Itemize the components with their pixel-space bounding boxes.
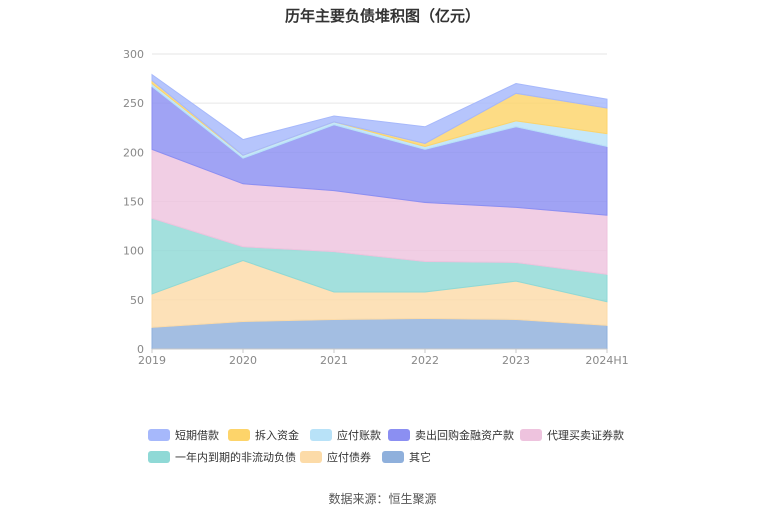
x-tick-label: 2021	[320, 354, 348, 367]
legend-item[interactable]: 应付账款	[310, 427, 381, 443]
y-tick-label: 150	[123, 196, 144, 209]
x-tick-label: 2022	[411, 354, 439, 367]
legend-label: 卖出回购金融资产款	[415, 429, 514, 442]
legend-item[interactable]: 代理买卖证券款	[520, 427, 624, 443]
legend-swatch	[310, 429, 332, 441]
x-tick-label: 2019	[138, 354, 166, 367]
legend-label: 应付账款	[337, 429, 381, 442]
legend-item[interactable]: 其它	[382, 449, 431, 465]
chart-title: 历年主要负债堆积图（亿元）	[284, 7, 480, 25]
y-tick-label: 200	[123, 146, 144, 159]
y-tick-label: 300	[123, 48, 144, 61]
axes: 0 50 100 150 200 250 300 2019 2020 2021 2022 2023 20…	[123, 48, 629, 367]
legend-swatch	[228, 429, 250, 441]
y-tick-label: 250	[123, 97, 144, 110]
legend-swatch	[388, 429, 410, 441]
legend-swatch	[148, 451, 170, 463]
legend-item[interactable]: 拆入资金	[228, 427, 299, 443]
legend-swatch	[382, 451, 404, 463]
legend-item[interactable]: 一年内到期的非流动负债	[148, 449, 296, 465]
x-tick-label: 2020	[229, 354, 257, 367]
y-tick-label: 100	[123, 245, 144, 258]
y-tick-label: 50	[130, 294, 144, 307]
x-tick-label: 2024H1	[585, 354, 628, 367]
legend-swatch	[148, 429, 170, 441]
legend-item[interactable]: 应付债券	[300, 449, 371, 465]
legend-item[interactable]: 卖出回购金融资产款	[388, 427, 514, 443]
y-tick-label: 0	[137, 343, 144, 356]
legend-label: 一年内到期的非流动负债	[175, 451, 296, 464]
legend-label: 短期借款	[175, 429, 219, 442]
data-source-note: 数据来源：恒生聚源	[328, 492, 437, 506]
x-tick-label: 2023	[502, 354, 530, 367]
legend-label: 应付债券	[327, 451, 371, 464]
legend-swatch	[300, 451, 322, 463]
area-series-7[interactable]	[151, 73, 608, 156]
legend-swatch	[520, 429, 542, 441]
legend-label: 拆入资金	[255, 429, 299, 442]
area-series	[151, 73, 608, 350]
legend-label: 代理买卖证券款	[547, 429, 624, 442]
legend-label: 其它	[409, 451, 431, 464]
legend-item[interactable]: 短期借款	[148, 427, 219, 443]
